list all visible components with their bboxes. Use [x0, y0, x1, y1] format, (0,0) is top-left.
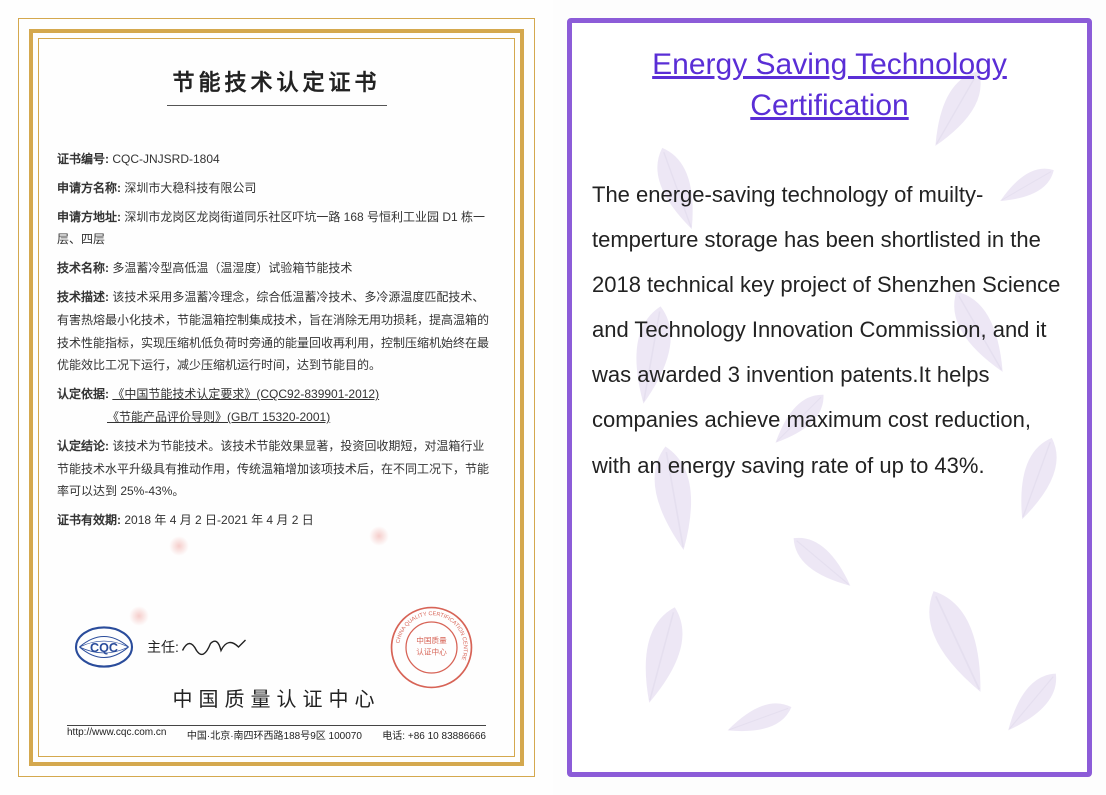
address-label: 申请方地址:	[57, 210, 121, 224]
leaf-icon	[984, 653, 1080, 751]
footer-row: http://www.cqc.com.cn 中国·北京·南四环西路188号9区 …	[67, 727, 486, 742]
svg-text:CQC: CQC	[90, 641, 118, 655]
tech-name-label: 技术名称:	[57, 261, 109, 275]
seal-stamp-icon: CHINA QUALITY CERTIFICATION CENTRE 中国质量 …	[389, 605, 474, 690]
english-title: Energy Saving Technology Certification	[592, 45, 1067, 126]
cert-border-inner: 节能技术认定证书 证书编号: CQC-JNJSRD-1804 申请方名称: 深圳…	[38, 38, 515, 757]
tech-desc-label: 技术描述:	[57, 290, 109, 304]
applicant-value: 深圳市大稳科技有限公司	[124, 181, 256, 195]
leaf-icon	[773, 514, 871, 610]
footer-url: http://www.cqc.com.cn	[67, 727, 166, 742]
leaf-icon	[717, 681, 803, 757]
field-cert-no: 证书编号: CQC-JNJSRD-1804	[57, 148, 496, 171]
footer-tel: 电话: +86 10 83886666	[382, 727, 486, 742]
field-basis: 认定依据: 《中国节能技术认定要求》(CQC92-839901-2012) 《节…	[57, 383, 496, 429]
address-value: 深圳市龙岗区龙岗街道同乐社区吓坑一路 168 号恒利工业园 D1 栋一层、四层	[57, 210, 485, 247]
field-address: 申请方地址: 深圳市龙岗区龙岗街道同乐社区吓坑一路 168 号恒利工业园 D1 …	[57, 206, 496, 252]
tech-desc-value: 该技术采用多温蓄冷理念，综合低温蓄冷技术、多冷源温度匹配技术、有害热熔最小化技术…	[57, 290, 489, 372]
signature-icon	[179, 632, 249, 662]
cert-no-value: CQC-JNJSRD-1804	[112, 152, 219, 166]
cqc-logo-icon: CQC	[69, 622, 139, 672]
leaf-icon	[610, 594, 714, 715]
leaf-icon	[891, 569, 1022, 713]
org-name: 中国质量认证中心	[39, 683, 514, 712]
field-tech-name: 技术名称: 多温蓄冷型高低温（温湿度）试验箱节能技术	[57, 257, 496, 280]
signature-label: 主任:	[147, 637, 179, 657]
certificate-title: 节能技术认定证书	[57, 65, 496, 97]
field-conclusion: 认定结论: 该技术为节能技术。该技术节能效果显著，投资回收期短，对温箱行业节能技…	[57, 435, 496, 503]
english-border: Energy Saving Technology Certification T…	[567, 18, 1092, 777]
english-panel: Energy Saving Technology Certification T…	[553, 0, 1106, 795]
conclusion-label: 认定结论:	[57, 439, 109, 453]
cert-no-label: 证书编号:	[57, 152, 109, 166]
cert-border-outer: 节能技术认定证书 证书编号: CQC-JNJSRD-1804 申请方名称: 深圳…	[18, 18, 535, 777]
applicant-label: 申请方名称:	[57, 181, 121, 195]
english-body: The energe-saving technology of muilty-t…	[592, 172, 1067, 488]
svg-text:中国质量: 中国质量	[416, 635, 447, 645]
field-tech-desc: 技术描述: 该技术采用多温蓄冷理念，综合低温蓄冷技术、多冷源温度匹配技术、有害热…	[57, 286, 496, 377]
validity-label: 证书有效期:	[57, 513, 121, 527]
svg-text:认证中心: 认证中心	[416, 646, 447, 656]
red-mark-icon	[169, 536, 189, 556]
tech-name-value: 多温蓄冷型高低温（温湿度）试验箱节能技术	[112, 261, 352, 275]
basis-line1: 《中国节能技术认定要求》(CQC92-839901-2012)	[112, 387, 379, 401]
conclusion-value: 该技术为节能技术。该技术节能效果显著，投资回收期短，对温箱行业节能技术水平升级具…	[57, 439, 489, 499]
field-applicant: 申请方名称: 深圳市大稳科技有限公司	[57, 177, 496, 200]
title-underline	[167, 105, 387, 106]
footer-address: 中国·北京·南四环西路188号9区 100070	[187, 727, 362, 742]
red-mark-icon	[369, 526, 389, 546]
cert-border-mid: 节能技术认定证书 证书编号: CQC-JNJSRD-1804 申请方名称: 深圳…	[29, 29, 524, 766]
footer-divider	[67, 725, 486, 726]
certificate-panel: 节能技术认定证书 证书编号: CQC-JNJSRD-1804 申请方名称: 深圳…	[0, 0, 553, 795]
basis-label: 认定依据:	[57, 387, 109, 401]
field-validity: 证书有效期: 2018 年 4 月 2 日-2021 年 4 月 2 日	[57, 509, 496, 532]
basis-line2: 《节能产品评价导则》(GB/T 15320-2001)	[107, 410, 330, 424]
validity-value: 2018 年 4 月 2 日-2021 年 4 月 2 日	[124, 513, 313, 527]
